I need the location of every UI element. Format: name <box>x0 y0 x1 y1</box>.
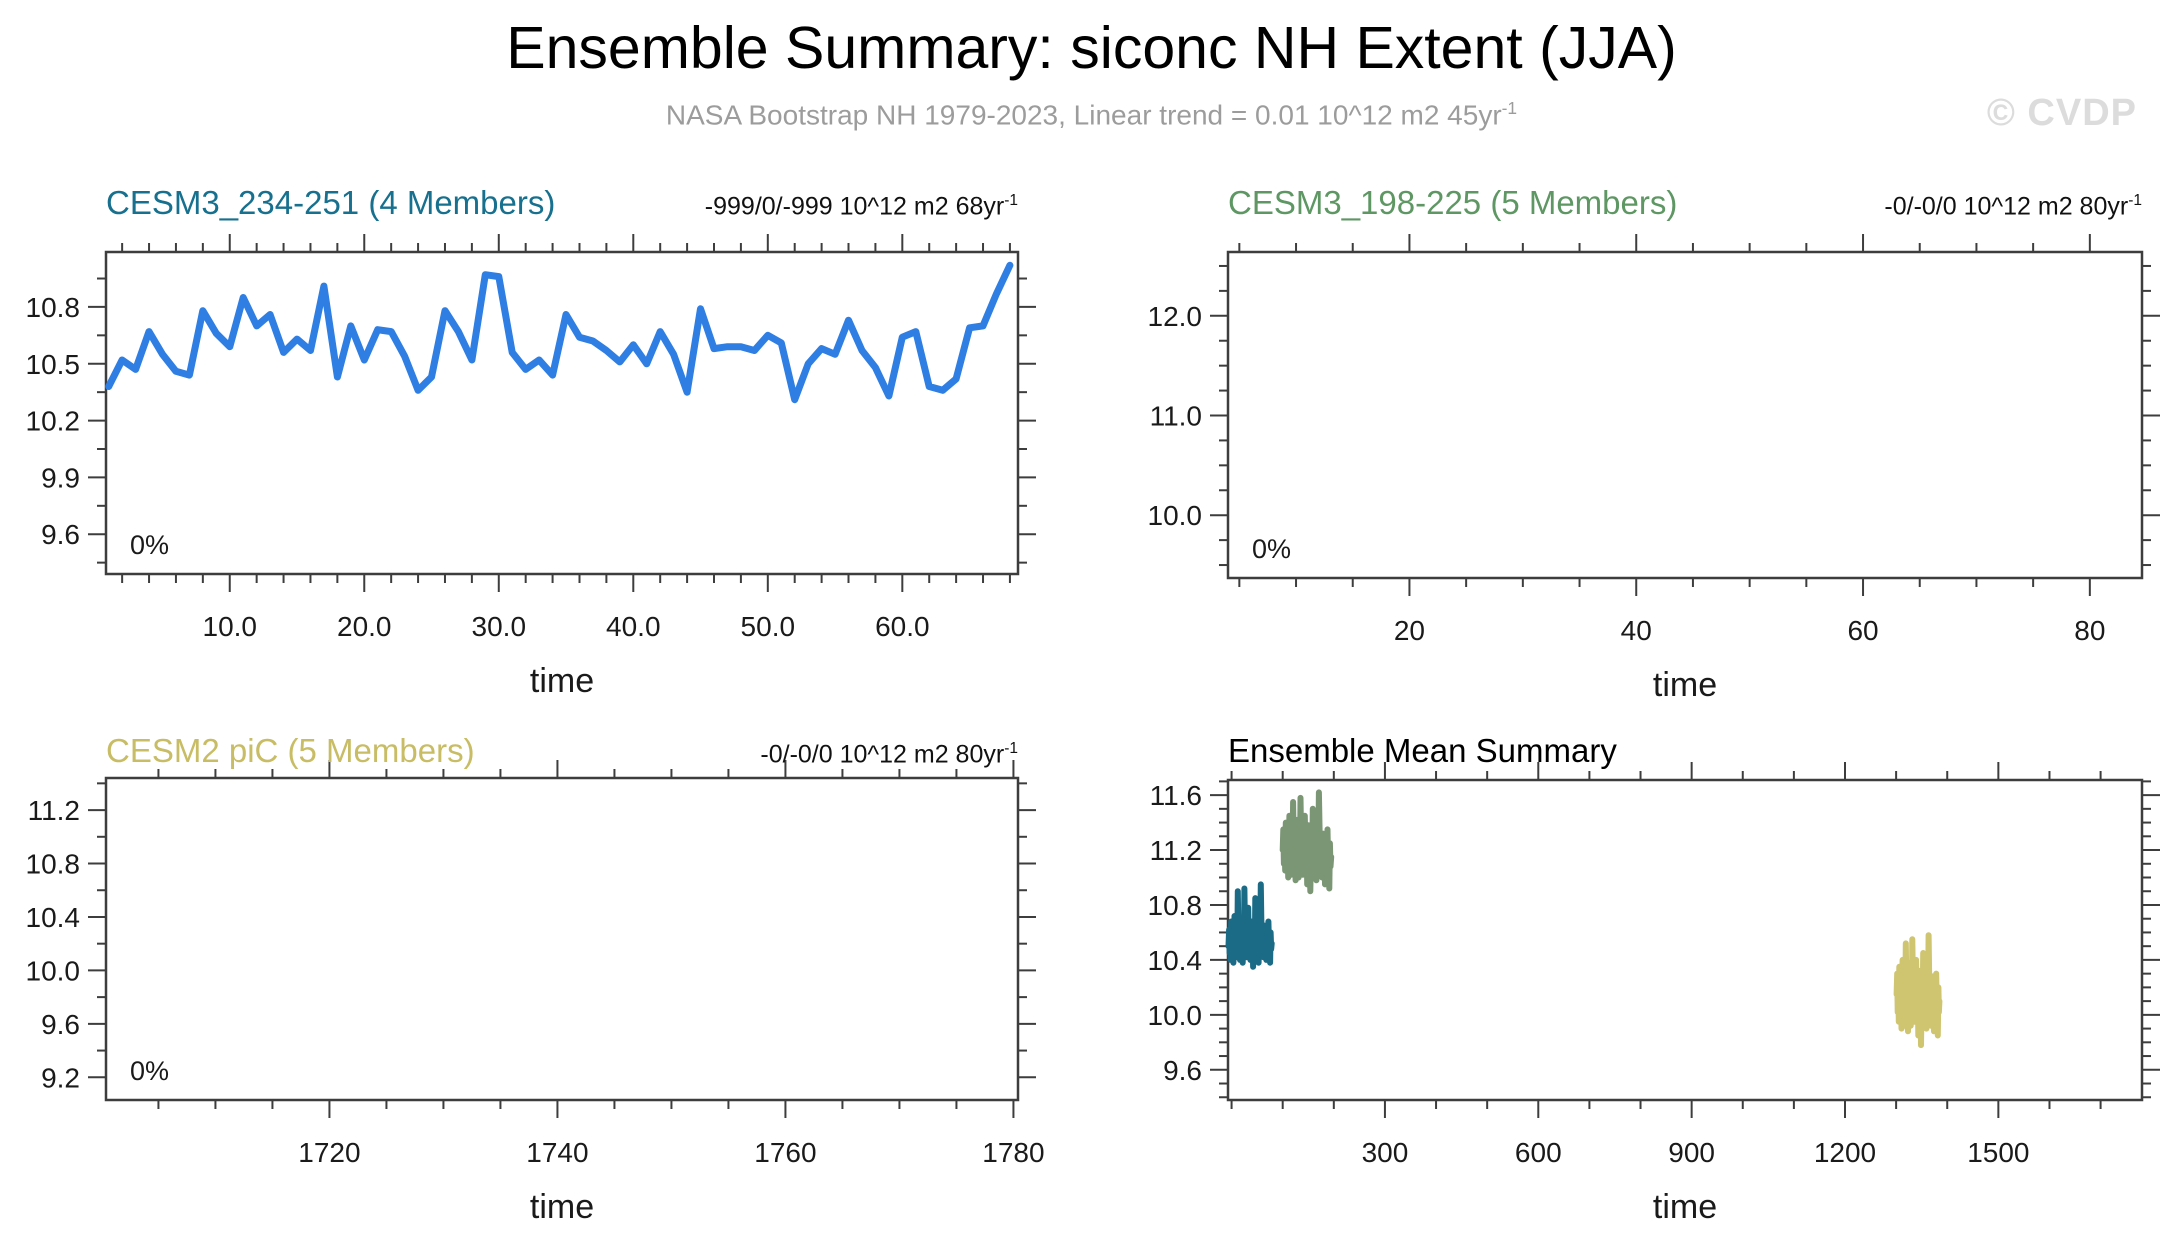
corner-percent-label: 0% <box>1252 534 1291 564</box>
x-tick-label: 1200 <box>1814 1137 1876 1168</box>
page-subtitle: NASA Bootstrap NH 1979-2023, Linear tren… <box>0 98 2183 131</box>
y-tick-label: 10.8 <box>1148 890 1203 921</box>
y-tick-label: 11.2 <box>1150 835 1202 866</box>
x-tick-label: 1740 <box>526 1137 588 1168</box>
y-tick-label: 11.2 <box>28 795 80 826</box>
x-axis-title: time <box>1653 666 1717 704</box>
page-subtitle-text: NASA Bootstrap NH 1979-2023, Linear tren… <box>665 99 1502 131</box>
page-subtitle-exponent: -1 <box>1501 98 1518 118</box>
y-tick-label: 10.8 <box>26 849 81 880</box>
cvdp-watermark: © CVDP <box>1986 92 2137 134</box>
x-tick-label: 1760 <box>754 1137 816 1168</box>
x-tick-label: 10.0 <box>203 611 258 642</box>
trend-label-cesm3-198-225: -0/-0/0 10^12 m2 80yr-1 <box>1884 192 2142 221</box>
x-tick-label: 40 <box>1621 615 1652 646</box>
y-tick-label: 12.0 <box>1148 301 1203 332</box>
y-tick-label: 10.0 <box>1148 1000 1203 1031</box>
x-tick-label: 1780 <box>982 1137 1044 1168</box>
x-tick-label: 1720 <box>298 1137 360 1168</box>
y-tick-label: 11.0 <box>1150 400 1202 431</box>
y-tick-label: 9.9 <box>41 462 80 493</box>
y-tick-label: 10.2 <box>26 406 81 437</box>
y-tick-label: 10.5 <box>26 349 81 380</box>
x-tick-label: 1500 <box>1967 1137 2029 1168</box>
series-line-cesm2-pic-mean <box>1893 932 1943 1049</box>
panel-title-cesm2-pic: CESM2 piC (5 Members) <box>106 732 475 769</box>
series-line-cesm3-234-251-mean <box>1225 881 1275 970</box>
x-tick-label: 20 <box>1394 615 1425 646</box>
panel-title-cesm3-234-251: CESM3_234-251 (4 Members) <box>106 184 556 221</box>
x-tick-label: 60 <box>1847 615 1878 646</box>
x-axis-title: time <box>530 1188 594 1226</box>
axis-box <box>1226 778 2144 1102</box>
page-title: Ensemble Summary: siconc NH Extent (JJA) <box>506 15 1677 81</box>
trend-label-cesm2-pic: -0/-0/0 10^12 m2 80yr-1 <box>760 740 1018 769</box>
x-tick-label: 300 <box>1362 1137 1409 1168</box>
x-tick-label: 20.0 <box>337 611 392 642</box>
axis-box <box>104 776 1020 1102</box>
y-tick-label: 9.6 <box>41 519 80 550</box>
x-tick-label: 60.0 <box>875 611 930 642</box>
panel-title-cesm3-198-225: CESM3_198-225 (5 Members) <box>1228 184 1678 221</box>
y-tick-label: 11.6 <box>1150 780 1202 811</box>
x-tick-label: 30.0 <box>472 611 527 642</box>
corner-percent-label: 0% <box>130 530 169 560</box>
trend-label-cesm3-234-251: -999/0/-999 10^12 m2 68yr-1 <box>704 192 1018 221</box>
x-tick-label: 900 <box>1668 1137 1715 1168</box>
y-tick-label: 10.0 <box>26 955 81 986</box>
y-tick-label: 10.0 <box>1148 500 1203 531</box>
y-tick-label: 9.2 <box>41 1062 80 1093</box>
y-tick-label: 10.8 <box>26 292 81 323</box>
series-line-cesm3-198-225-mean <box>1279 789 1335 895</box>
series-line-ensemble-member-mean <box>105 261 1014 404</box>
x-tick-label: 80 <box>2074 615 2105 646</box>
x-axis-title: time <box>530 662 594 700</box>
axis-box <box>1226 250 2144 580</box>
x-tick-label: 600 <box>1515 1137 1562 1168</box>
axis-box <box>104 250 1020 576</box>
x-tick-label: 40.0 <box>606 611 661 642</box>
corner-percent-label: 0% <box>130 1056 169 1086</box>
x-tick-label: 50.0 <box>741 611 796 642</box>
panel-title-ensemble-mean-summary: Ensemble Mean Summary <box>1228 732 1617 769</box>
y-tick-label: 9.6 <box>1163 1055 1202 1086</box>
y-tick-label: 10.4 <box>1148 945 1203 976</box>
y-tick-label: 10.4 <box>26 902 81 933</box>
y-tick-label: 9.6 <box>41 1009 80 1040</box>
x-axis-title: time <box>1653 1188 1717 1226</box>
